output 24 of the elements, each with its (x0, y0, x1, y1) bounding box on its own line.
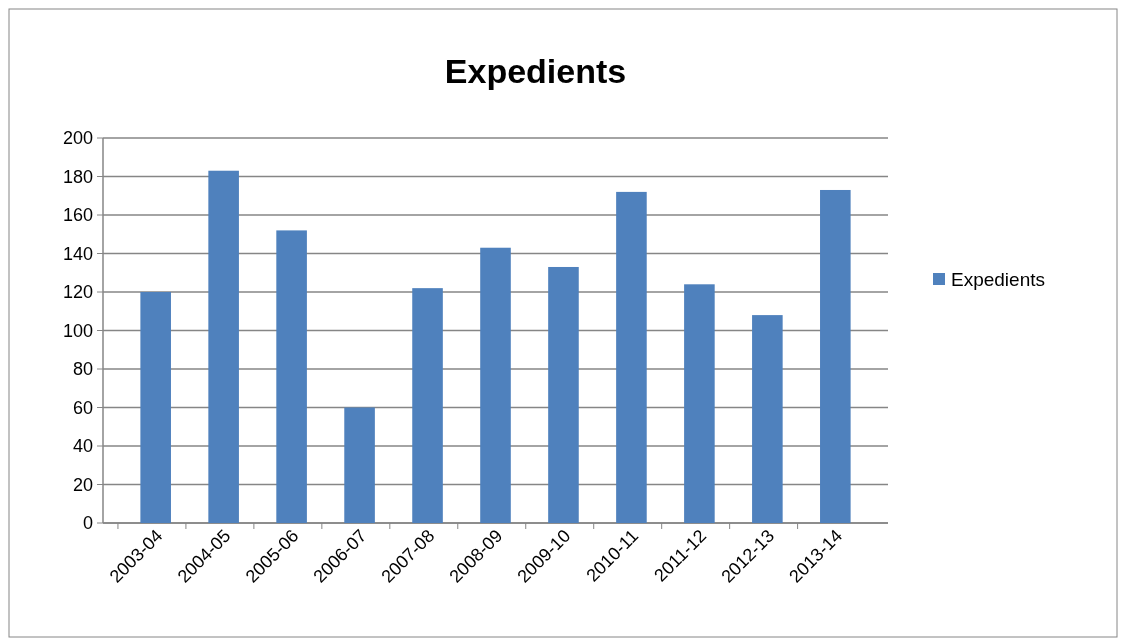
bar (140, 292, 171, 523)
legend-label: Expedients (951, 268, 1046, 290)
bar (412, 288, 443, 523)
y-tick-label: 60 (72, 397, 93, 418)
bar (344, 407, 375, 523)
bar (820, 189, 851, 523)
bar (616, 191, 647, 523)
bar (480, 247, 511, 523)
bar (208, 170, 239, 523)
y-tick-label: 200 (62, 128, 93, 149)
y-tick-label: 140 (62, 243, 93, 264)
y-tick-label: 160 (62, 205, 93, 226)
bar (752, 315, 783, 523)
y-tick-label: 180 (62, 166, 93, 187)
y-tick-label: 20 (72, 474, 93, 495)
y-tick-label: 40 (72, 436, 93, 457)
y-tick-label: 120 (62, 282, 93, 303)
bar (684, 284, 715, 523)
chart-title: Expedients (444, 52, 627, 90)
bar (276, 230, 307, 523)
y-tick-label: 80 (72, 359, 93, 380)
y-tick-label: 100 (62, 320, 93, 341)
y-tick-label: 0 (82, 513, 93, 534)
bar (548, 266, 579, 523)
